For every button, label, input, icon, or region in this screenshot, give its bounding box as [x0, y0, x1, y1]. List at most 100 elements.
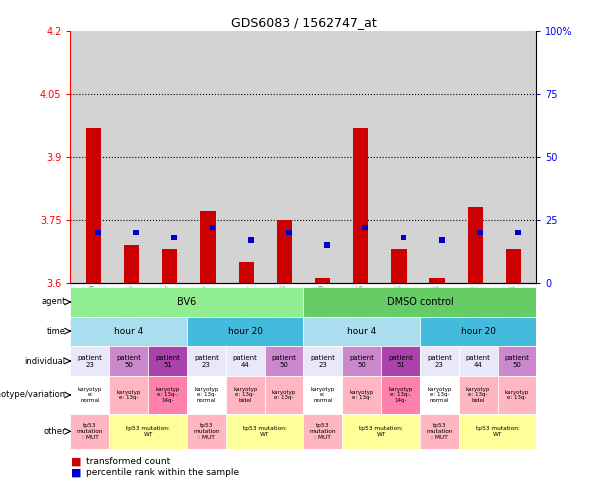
Text: tp53 mutation:
WT: tp53 mutation: WT [243, 426, 286, 437]
Text: tp53 mutation:
WT: tp53 mutation: WT [476, 426, 519, 437]
Bar [430, 278, 444, 283]
Bar [439, 237, 444, 242]
Text: patient
50: patient 50 [349, 355, 374, 368]
Text: karyotyp
e: 13q-: karyotyp e: 13q- [349, 390, 374, 400]
Text: patient
51: patient 51 [388, 355, 413, 368]
Text: patient
23: patient 23 [77, 355, 102, 368]
Bar [420, 376, 459, 413]
Text: ■: ■ [70, 468, 81, 477]
Bar [187, 316, 303, 346]
Text: karyotyp
e: 13q-: karyotyp e: 13q- [272, 390, 296, 400]
Text: patient
50: patient 50 [504, 355, 530, 368]
Text: hour 20: hour 20 [227, 327, 263, 336]
Bar [420, 413, 459, 449]
Text: genotype/variation: genotype/variation [0, 390, 66, 399]
Bar [70, 316, 187, 346]
Text: patient
44: patient 44 [233, 355, 257, 368]
Bar [238, 262, 254, 283]
Text: tp53
mutation
: MUT: tp53 mutation : MUT [77, 423, 103, 440]
Text: patient
50: patient 50 [116, 355, 141, 368]
Bar [468, 207, 483, 283]
Bar [459, 413, 536, 449]
Text: karyotyp
e: 13q-,
14q-: karyotyp e: 13q-, 14q- [155, 387, 180, 403]
Bar [459, 346, 498, 376]
Bar [172, 235, 177, 240]
Text: patient
23: patient 23 [194, 355, 219, 368]
Text: BV6: BV6 [177, 297, 197, 307]
Text: hour 4: hour 4 [114, 327, 143, 336]
Bar [420, 346, 459, 376]
Bar [276, 220, 292, 283]
Bar [381, 376, 420, 413]
Bar [362, 225, 368, 230]
Bar [303, 346, 342, 376]
Bar [342, 376, 381, 413]
Bar [459, 376, 498, 413]
Bar [303, 316, 420, 346]
Bar [420, 316, 536, 346]
Text: hour 4: hour 4 [347, 327, 376, 336]
Bar [70, 413, 109, 449]
Bar [226, 376, 265, 413]
Bar [248, 237, 254, 242]
Bar [477, 229, 482, 235]
Bar [109, 346, 148, 376]
Text: tp53 mutation:
WT: tp53 mutation: WT [126, 426, 170, 437]
Bar [303, 376, 342, 413]
Bar [498, 346, 536, 376]
Bar [95, 229, 101, 235]
Text: karyotyp
e:
normal: karyotyp e: normal [78, 387, 102, 403]
Bar [109, 376, 148, 413]
Bar [324, 242, 330, 248]
Bar [187, 346, 226, 376]
Bar [187, 376, 226, 413]
Text: karyotyp
e: 13q-: karyotyp e: 13q- [504, 390, 529, 400]
Bar [70, 346, 109, 376]
Bar [315, 278, 330, 283]
Text: patient
51: patient 51 [155, 355, 180, 368]
Text: DMSO control: DMSO control [387, 297, 453, 307]
Text: individual: individual [25, 356, 66, 366]
Bar [303, 413, 342, 449]
Title: GDS6083 / 1562747_at: GDS6083 / 1562747_at [230, 16, 376, 29]
Bar [86, 128, 101, 283]
Text: hour 20: hour 20 [460, 327, 496, 336]
Text: karyotyp
e: 13q-
normal: karyotyp e: 13q- normal [194, 387, 219, 403]
Text: tp53
mutation
: MUT: tp53 mutation : MUT [310, 423, 336, 440]
Text: karyotyp
e: 13q-
bidel: karyotyp e: 13q- bidel [466, 387, 490, 403]
Text: patient
23: patient 23 [310, 355, 335, 368]
Bar [124, 245, 139, 283]
Text: tp53 mutation:
WT: tp53 mutation: WT [359, 426, 403, 437]
Text: other: other [44, 427, 66, 436]
Bar [286, 229, 292, 235]
Bar [342, 346, 381, 376]
Text: time: time [47, 327, 66, 336]
Bar [226, 346, 265, 376]
Text: percentile rank within the sample: percentile rank within the sample [86, 468, 239, 477]
Bar [109, 413, 187, 449]
Bar [148, 346, 187, 376]
Bar [265, 376, 303, 413]
Bar [70, 376, 109, 413]
Text: patient
50: patient 50 [272, 355, 297, 368]
Bar [515, 229, 521, 235]
Bar [162, 249, 177, 283]
Bar [303, 287, 536, 316]
Text: karyotyp
e: 13q-,
14q-: karyotyp e: 13q-, 14q- [388, 387, 413, 403]
Bar [401, 235, 406, 240]
Bar [265, 346, 303, 376]
Bar [187, 413, 226, 449]
Bar [391, 249, 406, 283]
Bar [70, 287, 303, 316]
Bar [226, 413, 303, 449]
Text: agent: agent [42, 298, 66, 306]
Text: karyotyp
e: 13q-
normal: karyotyp e: 13q- normal [427, 387, 452, 403]
Bar [381, 346, 420, 376]
Text: ■: ■ [70, 456, 81, 466]
Text: patient
23: patient 23 [427, 355, 452, 368]
Bar [506, 249, 521, 283]
Text: transformed count: transformed count [86, 457, 170, 466]
Text: karyotyp
e: 13q-: karyotyp e: 13q- [116, 390, 141, 400]
Bar [210, 225, 215, 230]
Bar [353, 128, 368, 283]
